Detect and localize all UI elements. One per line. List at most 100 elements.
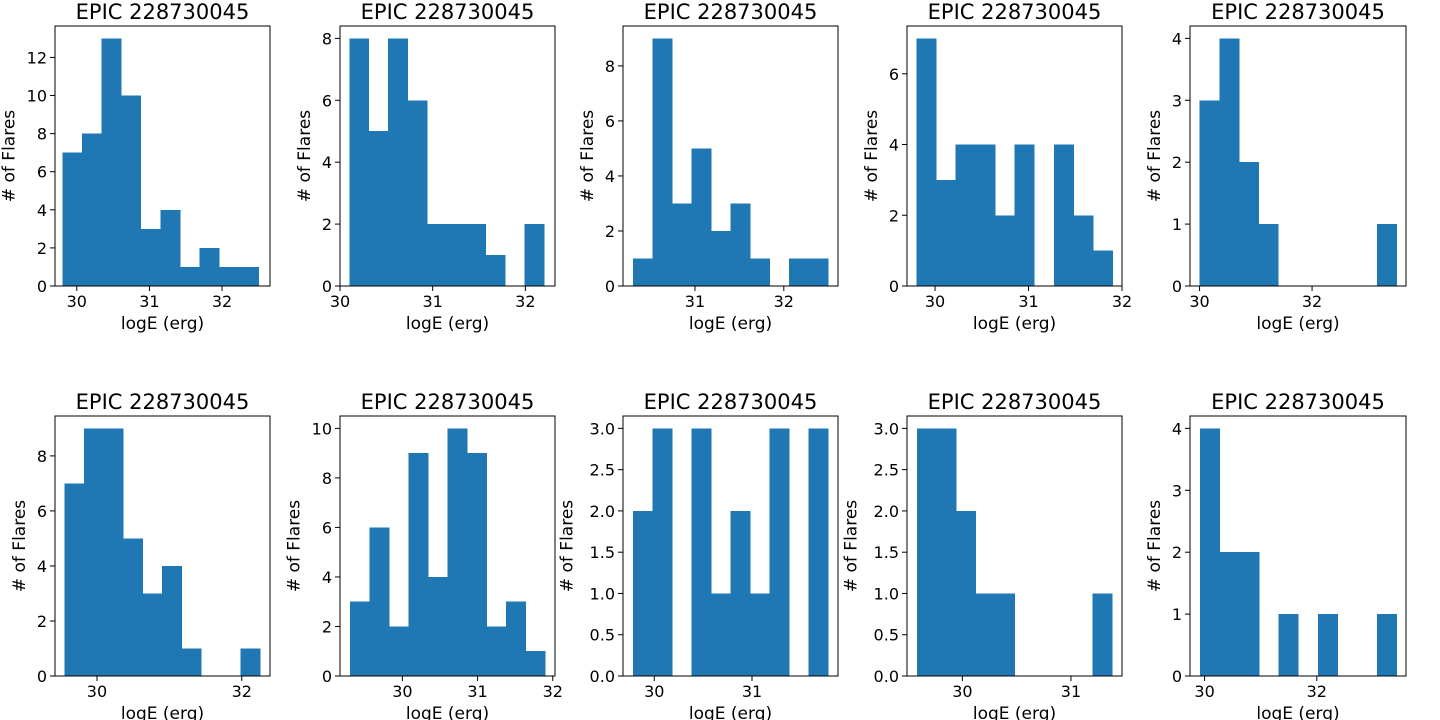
- x-axis-label: logE (erg): [1256, 704, 1339, 720]
- y-tick-label: 2: [889, 206, 899, 225]
- y-tick-label: 4: [605, 167, 615, 186]
- x-tick-label: 32: [1302, 292, 1322, 311]
- chart-title: EPIC 228730045: [928, 390, 1102, 414]
- histogram-bar: [427, 224, 447, 286]
- histogram-bar: [486, 626, 507, 676]
- y-tick-label: 6: [37, 163, 47, 182]
- histogram-bar: [1219, 38, 1240, 286]
- chart-title: EPIC 228730045: [644, 0, 818, 24]
- histogram-bar: [407, 100, 428, 287]
- x-axis-label: logE (erg): [689, 704, 772, 720]
- y-tick-label: 8: [322, 469, 332, 488]
- x-tick-label: 32: [212, 292, 232, 311]
- histogram-bar: [101, 38, 122, 286]
- histogram-bar: [916, 428, 937, 676]
- histogram-bar: [691, 428, 712, 676]
- histogram-bar: [506, 601, 527, 676]
- y-tick-label: 0: [37, 277, 47, 296]
- x-tick-label: 30: [1194, 682, 1214, 701]
- histogram-bar: [408, 453, 429, 676]
- x-tick-label: 32: [515, 292, 535, 311]
- panel-1: 30 31 32 0 2 4 6 8 10 12 EPIC 228730045 logE (erg) #…: [0, 0, 271, 334]
- histogram-bar: [123, 538, 143, 676]
- histogram-bar: [1014, 144, 1035, 286]
- x-tick-label: 30: [67, 292, 87, 311]
- histogram-bar: [1093, 250, 1114, 286]
- x-axis-label: logE (erg): [121, 314, 204, 334]
- y-axis-label: # of Flares: [1145, 110, 1165, 202]
- x-axis-label: logE (erg): [1256, 314, 1339, 334]
- y-tick-label: 8: [605, 57, 615, 76]
- histogram-bar: [994, 215, 1015, 286]
- y-axis-label: # of Flares: [295, 110, 315, 202]
- y-tick-label: 3.0: [874, 419, 899, 438]
- x-tick-label: 30: [952, 682, 972, 701]
- x-axis-label: logE (erg): [121, 704, 204, 720]
- plot-frame: [54, 25, 271, 287]
- panel-8: 30 31 0.0 0.5 1.0 1.5 2.0 2.5 3.0 EPIC 228730045 l…: [557, 390, 839, 720]
- histogram-bar: [975, 593, 996, 676]
- panel-7: 30 31 32 0 2 4 6 8 10 EPIC 228730045 logE (erg) # o…: [285, 390, 563, 720]
- histogram-bar: [632, 510, 653, 676]
- y-tick-label: 2.0: [874, 502, 899, 521]
- x-tick-label: 31: [422, 292, 442, 311]
- histogram-bar: [388, 626, 409, 676]
- x-tick-label: 32: [774, 292, 794, 311]
- histogram-bar: [349, 38, 370, 286]
- y-tick-label: 0: [605, 277, 615, 296]
- y-tick-label: 1: [1172, 605, 1182, 624]
- histogram-bar: [808, 258, 829, 286]
- panel-9: 30 31 0.0 0.5 1.0 1.5 2.0 2.5 3.0 EPIC 228730045 l…: [841, 390, 1123, 720]
- x-tick-label: 31: [1018, 292, 1038, 311]
- histogram-bar: [975, 144, 996, 286]
- histogram-bar: [955, 510, 976, 676]
- y-tick-label: 8: [322, 29, 332, 48]
- x-axis-label: logE (erg): [689, 314, 772, 334]
- histogram-bar: [447, 428, 468, 676]
- histogram-bar: [81, 133, 102, 286]
- x-tick-label: 30: [392, 682, 412, 701]
- histogram-bar: [1376, 224, 1397, 286]
- y-tick-label: 2: [37, 612, 47, 631]
- plot-frame: [622, 415, 839, 677]
- y-tick-label: 1.0: [874, 584, 899, 603]
- y-tick-label: 0: [322, 667, 332, 686]
- histogram-bar: [1200, 428, 1221, 676]
- x-tick-label: 31: [139, 292, 159, 311]
- y-tick-label: 0: [37, 667, 47, 686]
- chart-title: EPIC 228730045: [1211, 0, 1385, 24]
- histogram-bar: [769, 428, 790, 676]
- histogram-bar: [1376, 614, 1397, 676]
- panel-6: 30 32 0 2 4 6 8 EPIC 228730045 logE (erg) # of Fl…: [10, 390, 271, 720]
- histogram-bar: [1317, 614, 1338, 676]
- histogram-bar: [388, 38, 409, 286]
- histogram-bar: [750, 593, 770, 676]
- y-tick-label: 4: [1172, 419, 1182, 438]
- y-tick-label: 1: [1172, 215, 1182, 234]
- y-tick-label: 8: [37, 447, 47, 466]
- y-tick-label: 6: [322, 91, 332, 110]
- histogram-bar: [935, 179, 957, 286]
- x-tick-label: 32: [543, 682, 563, 701]
- y-tick-label: 2: [37, 239, 47, 258]
- x-tick-label: 30: [1189, 292, 1209, 311]
- y-axis-label: # of Flares: [285, 500, 305, 592]
- x-tick-label: 32: [1307, 682, 1327, 701]
- histogram-bar: [1092, 593, 1113, 676]
- y-axis-label: # of Flares: [841, 500, 861, 592]
- chart-title: EPIC 228730045: [644, 390, 818, 414]
- y-axis-label: # of Flares: [1145, 500, 1165, 592]
- plot-frame: [906, 415, 1123, 677]
- x-tick-label: 30: [87, 682, 107, 701]
- y-tick-label: 4: [37, 557, 47, 576]
- histogram-bar: [64, 483, 85, 676]
- histogram-bar: [238, 266, 259, 286]
- y-tick-label: 0.5: [874, 626, 899, 645]
- x-axis-label: logE (erg): [973, 314, 1056, 334]
- chart-title: EPIC 228730045: [928, 0, 1102, 24]
- x-tick-label: 31: [467, 682, 487, 701]
- histogram-bar: [955, 144, 976, 286]
- histogram-bar: [349, 601, 370, 676]
- y-tick-label: 1.0: [590, 584, 615, 603]
- y-tick-label: 4: [37, 201, 47, 220]
